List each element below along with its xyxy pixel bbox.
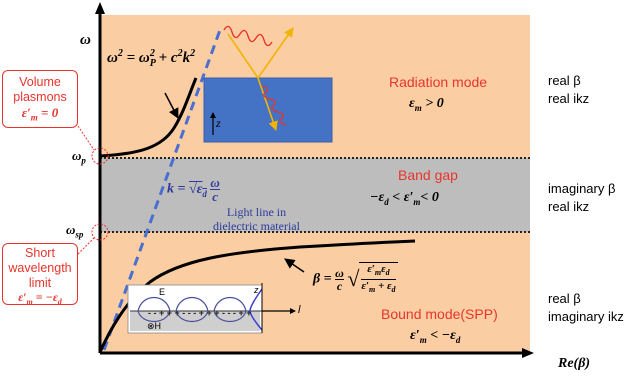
radiation-right-note: real β real ikz: [548, 72, 589, 108]
volume-callout-line1: Volume: [19, 75, 61, 89]
transmitted-wave: [261, 85, 287, 126]
bulk-plasmon-curve: [99, 77, 198, 158]
bound-right-note: real β imaginary ikz: [548, 290, 624, 326]
spp-h-label: ⊗H: [147, 321, 162, 331]
incident-wave: [223, 25, 273, 47]
spp-h-text: H: [154, 321, 162, 331]
dispersion-equation: ω2 = ωP2 + c2k2: [107, 48, 196, 69]
dispersion-pointer: [164, 92, 179, 119]
band-gap-title: Band gap: [398, 167, 458, 183]
spp-field-lines-bottom: [137, 310, 247, 323]
short-callout-eq: ε′m = −εd: [18, 290, 62, 307]
omega-p-circle: [91, 147, 109, 165]
slab-z-label: z: [216, 116, 221, 130]
y-axis-arrow: [95, 2, 105, 14]
bound-mode-title: Bound mode(SPP): [381, 306, 498, 322]
transmitted-ray: [257, 77, 278, 131]
radiation-right-line1: real β: [548, 73, 581, 88]
bound-condition: ε′m < −εd: [410, 328, 461, 345]
spp-pointer: [284, 258, 305, 273]
light-line: [102, 29, 222, 351]
slab-inset: [203, 77, 333, 143]
slab-z-arrow: [210, 112, 216, 118]
short-callout-connector: [77, 237, 95, 255]
band-gap-region: [100, 158, 530, 232]
short-wavelength-callout: Short wavelength limit ε′m = −εd: [2, 243, 78, 306]
volume-callout-line2: plasmons: [13, 90, 67, 104]
spp-curve: [98, 239, 416, 353]
spp-field-lines-top: [137, 296, 247, 312]
short-callout-line3: limit: [28, 276, 52, 290]
bound-right-line1: real β: [548, 291, 581, 306]
omega-p-label: ωp: [72, 148, 86, 166]
volume-plasmons-callout: Volume plasmons ε′m = 0: [2, 70, 78, 128]
spp-x-label: l: [298, 304, 301, 316]
light-line-caption1: Light line in: [226, 205, 287, 219]
band-gap-right-line1: imaginary β: [548, 181, 616, 196]
short-callout-line2: wavelength: [8, 261, 72, 275]
omega-sp-circle: [91, 223, 109, 241]
light-line-caption: Light line in dielectric material: [213, 205, 300, 233]
band-gap-condition: −εd < ε′m< 0: [370, 190, 439, 207]
spp-decay-profile: [249, 288, 263, 331]
radiation-right-line2: real ikz: [548, 91, 590, 106]
spp-e-label: E: [159, 287, 166, 297]
volume-callout-connector: [77, 125, 95, 151]
omega-sp-label: ωsp: [66, 222, 84, 240]
radiation-mode-title: Radiation mode: [389, 74, 488, 90]
bound-right-line2: imaginary ikz: [548, 309, 624, 324]
spp-equation: β = ω c √ ε′mεd ε′m + εd: [313, 262, 398, 295]
x-axis-arrow: [522, 348, 534, 358]
short-callout-line1: Short: [25, 246, 55, 260]
radiation-condition: εm > 0: [409, 96, 444, 113]
volume-callout-eq: ε′m = 0: [21, 105, 59, 123]
light-line-caption2: dielectric material: [213, 219, 300, 233]
x-axis-label: Re(β): [558, 356, 591, 371]
incident-ray: [227, 33, 259, 79]
y-axis-label: ω: [80, 32, 91, 48]
spp-charges: - - + + + - - - + + + - - - + +: [148, 308, 252, 318]
spp-z-label: z: [254, 285, 259, 295]
light-line-equation: k = √εd ω c: [167, 175, 220, 204]
band-gap-right-line2: real ikz: [548, 199, 590, 214]
reflected-ray: [257, 27, 294, 79]
band-gap-right-note: imaginary β real ikz: [548, 180, 615, 216]
spp-x-arrowhead: [290, 308, 296, 314]
